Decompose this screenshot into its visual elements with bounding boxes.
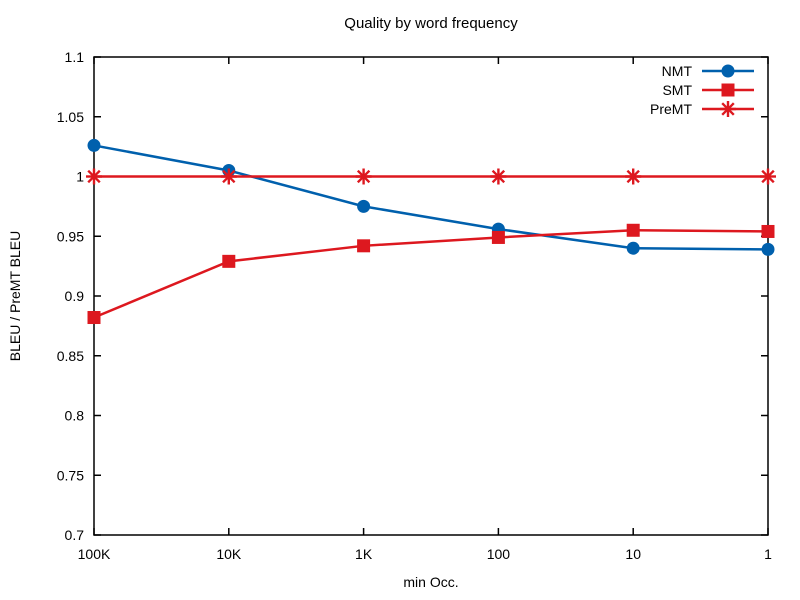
legend: NMT SMT PreMT <box>650 63 754 117</box>
series-nmt <box>87 138 775 256</box>
asterisk-spoke <box>626 169 640 184</box>
square-marker <box>491 230 505 244</box>
x-tick-label: 100K <box>78 546 111 562</box>
circle-marker <box>721 64 735 78</box>
series-premt <box>86 168 776 185</box>
asterisk-marker <box>720 101 736 117</box>
y-axis-label: BLEU / PreMT BLEU <box>7 231 23 361</box>
asterisk-spoke <box>356 169 371 184</box>
x-tick-label: 100 <box>487 546 511 562</box>
y-tick-label: 0.7 <box>65 527 85 543</box>
y-tick-label: 0.9 <box>65 288 85 304</box>
x-axis-label: min Occ. <box>403 574 458 590</box>
asterisk-marker <box>490 168 507 185</box>
x-tick-label: 1 <box>764 546 772 562</box>
legend-item-nmt: NMT <box>662 63 754 79</box>
series-line <box>93 144 769 251</box>
square-marker <box>357 239 371 253</box>
square-marker <box>626 223 640 237</box>
asterisk-spoke <box>491 169 506 184</box>
circle-marker <box>357 199 371 213</box>
y-tick-label: 1 <box>76 169 84 185</box>
x-tick-label: 10 <box>625 546 641 562</box>
y-tick-label: 1.05 <box>57 109 84 125</box>
asterisk-marker <box>625 168 642 185</box>
circle-marker <box>626 241 640 255</box>
y-tick-label: 0.75 <box>57 467 84 483</box>
asterisk-spoke <box>222 169 236 184</box>
asterisk-marker <box>86 168 102 185</box>
asterisk-spoke <box>721 102 735 116</box>
chart-title: Quality by word frequency <box>344 15 518 32</box>
plot-area: 100K 10K 1K 100 10 1 0.7 0.75 0.8 0.85 0.9 0.95 1 1.0… <box>57 49 776 562</box>
square-marker <box>761 224 775 238</box>
square-marker <box>222 254 236 268</box>
asterisk-marker <box>220 168 237 185</box>
legend-label: NMT <box>662 63 693 79</box>
series-line <box>93 229 769 319</box>
legend-label: SMT <box>662 82 692 98</box>
legend-item-premt: PreMT <box>650 101 754 117</box>
asterisk-marker <box>355 168 372 185</box>
asterisk-marker <box>760 168 776 185</box>
legend-item-smt: SMT <box>662 82 754 98</box>
asterisk-spoke <box>87 169 101 184</box>
square-marker <box>721 83 735 97</box>
y-tick-label: 0.85 <box>57 348 84 364</box>
x-tick-label: 1K <box>355 546 373 562</box>
y-tick-label: 0.8 <box>65 408 85 424</box>
circle-marker <box>87 138 101 152</box>
square-marker <box>87 311 101 325</box>
series-smt <box>87 223 775 325</box>
asterisk-spoke <box>761 169 775 184</box>
x-tick-label: 10K <box>216 546 242 562</box>
legend-label: PreMT <box>650 101 692 117</box>
plot-border <box>93 56 769 536</box>
y-tick-label: 1.1 <box>65 49 85 65</box>
y-tick-label: 0.95 <box>57 228 84 244</box>
circle-marker <box>761 242 775 256</box>
